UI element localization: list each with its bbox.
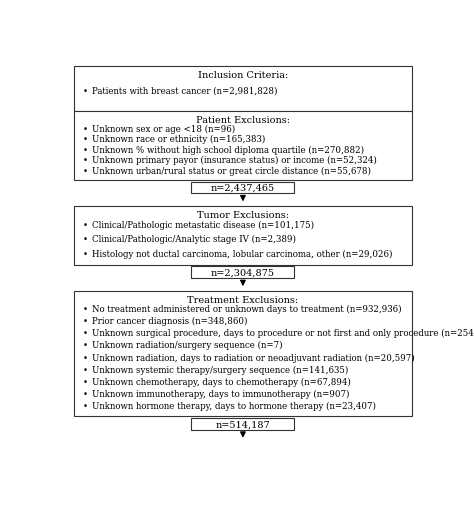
Text: Unknown urban/rural status or great circle distance (n=55,678): Unknown urban/rural status or great circ… bbox=[91, 166, 371, 176]
Text: Unknown primary payor (insurance status) or income (n=52,324): Unknown primary payor (insurance status)… bbox=[91, 156, 376, 165]
Text: Unknown race or ethnicity (n=165,383): Unknown race or ethnicity (n=165,383) bbox=[91, 135, 265, 144]
Text: n=514,187: n=514,187 bbox=[216, 419, 270, 429]
Text: Unknown sex or age <18 (n=96): Unknown sex or age <18 (n=96) bbox=[91, 124, 235, 133]
Text: Treatment Exclusions:: Treatment Exclusions: bbox=[187, 295, 299, 304]
Text: Clinical/Pathologic/Analytic stage IV (n=2,389): Clinical/Pathologic/Analytic stage IV (n… bbox=[91, 235, 296, 244]
Bar bbox=[74, 112, 412, 181]
Text: •: • bbox=[82, 402, 88, 411]
Text: •: • bbox=[82, 87, 88, 96]
Text: Unknown radiation/surgery sequence (n=7): Unknown radiation/surgery sequence (n=7) bbox=[91, 341, 282, 350]
Text: Unknown radiation, days to radiation or neoadjuvant radiation (n=20,597): Unknown radiation, days to radiation or … bbox=[91, 353, 414, 362]
Bar bbox=[191, 418, 294, 430]
Text: Unknown chemotherapy, days to chemotherapy (n=67,894): Unknown chemotherapy, days to chemothera… bbox=[91, 377, 350, 386]
Text: •: • bbox=[82, 146, 88, 154]
Bar bbox=[74, 291, 412, 416]
Text: •: • bbox=[82, 220, 88, 229]
Text: Unknown % without high school diploma quartile (n=270,882): Unknown % without high school diploma qu… bbox=[91, 146, 364, 155]
Text: •: • bbox=[82, 341, 88, 350]
Text: •: • bbox=[82, 249, 88, 258]
Bar bbox=[191, 182, 294, 194]
Text: •: • bbox=[82, 377, 88, 386]
Text: Prior cancer diagnosis (n=348,860): Prior cancer diagnosis (n=348,860) bbox=[91, 316, 247, 325]
Text: •: • bbox=[82, 135, 88, 144]
Text: Patient Exclusions:: Patient Exclusions: bbox=[196, 116, 290, 125]
Text: •: • bbox=[82, 235, 88, 244]
Text: n=2,437,465: n=2,437,465 bbox=[211, 184, 275, 192]
Text: •: • bbox=[82, 124, 88, 133]
Text: Unknown hormone therapy, days to hormone therapy (n=23,407): Unknown hormone therapy, days to hormone… bbox=[91, 402, 375, 411]
Text: Inclusion Criteria:: Inclusion Criteria: bbox=[198, 71, 288, 80]
Text: •: • bbox=[82, 316, 88, 325]
Text: •: • bbox=[82, 328, 88, 337]
Text: No treatment administered or unknown days to treatment (n=932,936): No treatment administered or unknown day… bbox=[91, 304, 401, 313]
Text: n=2,304,875: n=2,304,875 bbox=[211, 268, 275, 277]
Bar bbox=[74, 67, 412, 112]
Text: Unknown surgical procedure, days to procedure or not first and only procedure (n: Unknown surgical procedure, days to proc… bbox=[91, 328, 474, 337]
Text: Patients with breast cancer (n=2,981,828): Patients with breast cancer (n=2,981,828… bbox=[91, 87, 277, 96]
Text: •: • bbox=[82, 166, 88, 176]
Text: •: • bbox=[82, 365, 88, 374]
Text: •: • bbox=[82, 353, 88, 362]
Text: Histology not ductal carcinoma, lobular carcinoma, other (n=29,026): Histology not ductal carcinoma, lobular … bbox=[91, 249, 392, 258]
Text: •: • bbox=[82, 389, 88, 399]
Text: •: • bbox=[82, 304, 88, 313]
Text: •: • bbox=[82, 156, 88, 165]
Text: Tumor Exclusions:: Tumor Exclusions: bbox=[197, 210, 289, 219]
Text: Unknown systemic therapy/surgery sequence (n=141,635): Unknown systemic therapy/surgery sequenc… bbox=[91, 365, 348, 374]
Bar bbox=[74, 207, 412, 265]
Text: Clinical/Pathologic metastatic disease (n=101,175): Clinical/Pathologic metastatic disease (… bbox=[91, 220, 314, 230]
Text: Unknown immunotherapy, days to immunotherapy (n=907): Unknown immunotherapy, days to immunothe… bbox=[91, 389, 349, 399]
Bar bbox=[191, 267, 294, 278]
